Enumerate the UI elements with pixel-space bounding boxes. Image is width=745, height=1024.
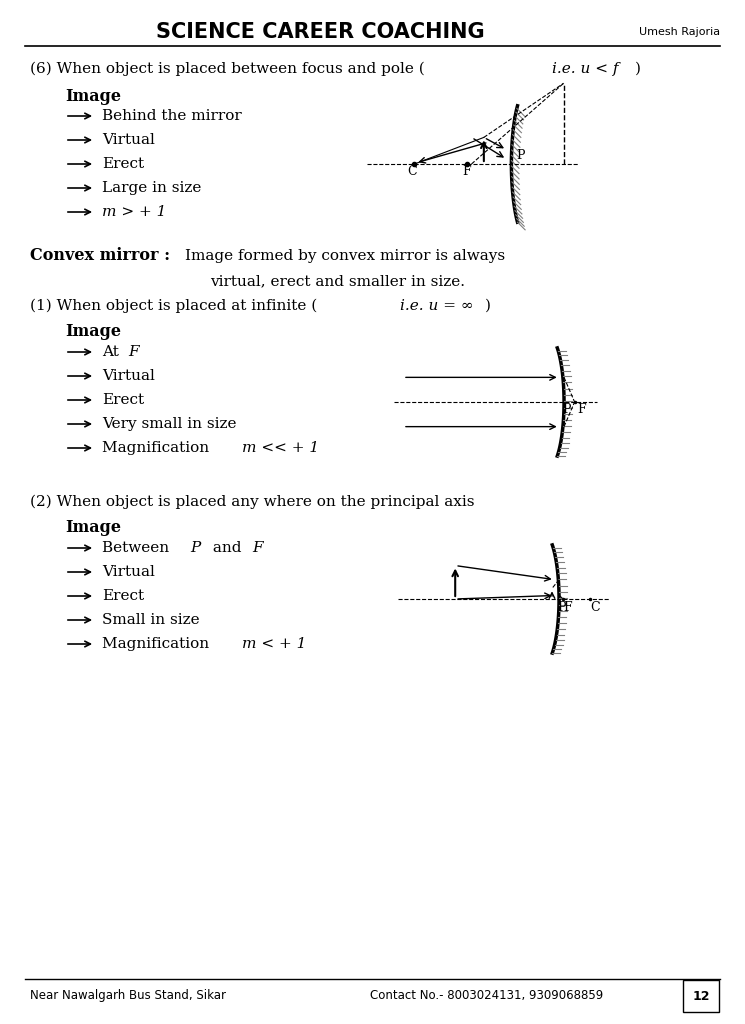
Text: F: F: [252, 541, 263, 555]
Text: At: At: [102, 345, 124, 359]
Text: m < + 1: m < + 1: [242, 637, 306, 651]
Text: (2) When object is placed any where on the principal axis: (2) When object is placed any where on t…: [30, 495, 475, 509]
Text: Erect: Erect: [102, 157, 144, 171]
Text: P: P: [516, 150, 524, 162]
Text: Large in size: Large in size: [102, 181, 201, 195]
Text: 12: 12: [692, 989, 710, 1002]
Text: P: P: [557, 601, 565, 614]
Text: P: P: [190, 541, 200, 555]
Text: Image formed by convex mirror is always: Image formed by convex mirror is always: [185, 249, 505, 263]
Text: Small in size: Small in size: [102, 613, 200, 627]
Text: Image: Image: [65, 323, 121, 340]
Text: (6) When object is placed between focus and pole (: (6) When object is placed between focus …: [30, 61, 425, 76]
Text: P: P: [562, 402, 571, 416]
Text: i.e. u = ∞: i.e. u = ∞: [400, 299, 474, 313]
Text: (1) When object is placed at infinite (: (1) When object is placed at infinite (: [30, 299, 317, 313]
Text: Virtual: Virtual: [102, 133, 155, 147]
Text: Erect: Erect: [102, 393, 144, 407]
Text: virtual, erect and smaller in size.: virtual, erect and smaller in size.: [210, 274, 465, 288]
Text: Image: Image: [65, 518, 121, 536]
Text: F: F: [563, 601, 572, 614]
Text: m > + 1: m > + 1: [102, 205, 166, 219]
Text: Near Nawalgarh Bus Stand, Sikar: Near Nawalgarh Bus Stand, Sikar: [30, 989, 226, 1002]
Text: and: and: [208, 541, 247, 555]
Text: C: C: [407, 166, 416, 178]
Text: Convex mirror :: Convex mirror :: [30, 248, 176, 264]
Text: Between: Between: [102, 541, 174, 555]
FancyBboxPatch shape: [683, 980, 719, 1012]
Text: Contact No.- 8003024131, 9309068859: Contact No.- 8003024131, 9309068859: [370, 989, 603, 1002]
Text: SCIENCE CAREER COACHING: SCIENCE CAREER COACHING: [156, 22, 484, 42]
Text: Magnification: Magnification: [102, 637, 214, 651]
Text: C: C: [590, 601, 600, 614]
Text: Erect: Erect: [102, 589, 144, 603]
Text: F: F: [462, 166, 471, 178]
Text: Umesh Rajoria: Umesh Rajoria: [639, 27, 720, 37]
Text: Virtual: Virtual: [102, 369, 155, 383]
Text: Very small in size: Very small in size: [102, 417, 236, 431]
Text: ): ): [485, 299, 491, 313]
Text: F: F: [128, 345, 139, 359]
Text: Magnification: Magnification: [102, 441, 214, 455]
Text: Image: Image: [65, 87, 121, 104]
Text: ): ): [635, 62, 641, 76]
Text: m << + 1: m << + 1: [242, 441, 319, 455]
Text: Virtual: Virtual: [102, 565, 155, 579]
Text: Behind the mirror: Behind the mirror: [102, 109, 241, 123]
Text: F: F: [577, 402, 586, 416]
Text: i.e. u < f: i.e. u < f: [552, 62, 618, 76]
